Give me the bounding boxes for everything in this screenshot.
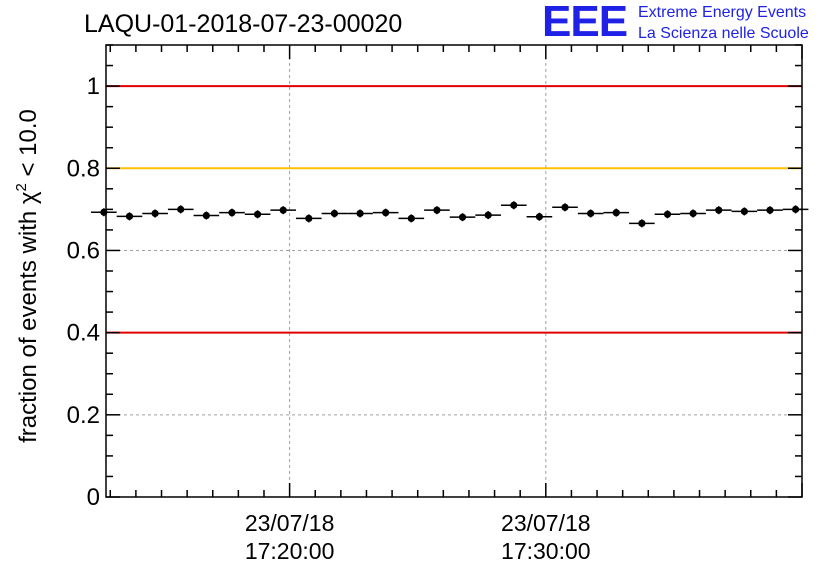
data-point <box>407 214 415 223</box>
data-point <box>177 205 185 213</box>
data-point <box>638 219 646 227</box>
data-point <box>663 210 672 218</box>
data-point <box>458 213 467 221</box>
y-tick-label: 0.6 <box>67 237 100 264</box>
y-tick-label: 0.2 <box>67 402 100 429</box>
eee-logo-mark: EEE <box>542 0 628 46</box>
chart-title: LAQU-01-2018-07-23-00020 <box>84 10 403 38</box>
y-tick-label: 0.8 <box>67 155 100 182</box>
data-point <box>356 209 364 218</box>
data-point <box>100 208 108 216</box>
y-tick-label: 1 <box>87 73 100 100</box>
data-point <box>791 205 800 213</box>
data-point <box>151 209 159 218</box>
x-tick-date-label: 23/07/18 <box>501 510 591 536</box>
x-tick-time-label: 17:30:00 <box>501 538 591 564</box>
x-tick-date-label: 23/07/18 <box>245 510 335 536</box>
data-point <box>433 206 441 214</box>
data-point <box>484 211 492 219</box>
data-point <box>253 210 262 218</box>
data-point <box>587 209 595 218</box>
data-point <box>125 212 134 220</box>
data-point <box>740 207 748 216</box>
plot-frame <box>105 44 803 498</box>
data-point <box>535 213 543 221</box>
data-point <box>766 206 774 214</box>
data-point <box>382 209 390 217</box>
eee-logo-line2: La Scienza nelle Scuole <box>638 25 809 42</box>
y-tick-label: 0 <box>87 484 100 511</box>
data-point <box>330 209 339 218</box>
x-tick-time-label: 17:20:00 <box>245 538 335 564</box>
eee-logo: EEE Extreme Energy Events La Scienza nel… <box>542 0 832 46</box>
data-point <box>305 214 313 223</box>
data-point <box>689 209 697 218</box>
y-axis-label: fraction of events with χ2 < 10.0 <box>13 109 42 443</box>
data-point <box>279 206 287 214</box>
data-point <box>202 211 210 220</box>
data-point <box>228 209 236 217</box>
data-point <box>561 203 569 211</box>
data-point <box>612 209 620 217</box>
data-point <box>715 206 723 214</box>
eee-logo-line1: Extreme Energy Events <box>638 4 807 21</box>
y-tick-label: 0.4 <box>67 320 100 347</box>
data-point <box>510 201 518 209</box>
